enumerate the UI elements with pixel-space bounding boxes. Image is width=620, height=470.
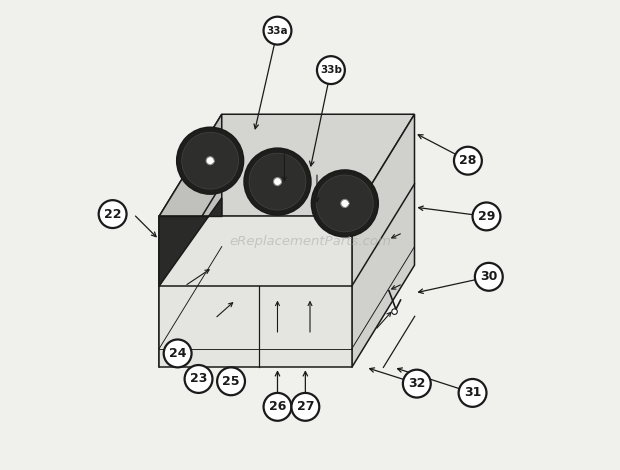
Circle shape [392, 309, 397, 314]
Text: 32: 32 [408, 377, 425, 390]
Circle shape [249, 153, 306, 210]
Circle shape [316, 175, 373, 232]
Circle shape [341, 199, 349, 207]
Circle shape [472, 203, 500, 230]
Text: 29: 29 [478, 210, 495, 223]
Text: eReplacementParts.com: eReplacementParts.com [229, 235, 391, 249]
Circle shape [264, 17, 291, 45]
Circle shape [244, 148, 311, 215]
Text: 30: 30 [480, 270, 497, 283]
Circle shape [403, 370, 431, 398]
Polygon shape [159, 216, 352, 368]
Text: 31: 31 [464, 386, 481, 400]
Text: 22: 22 [104, 208, 122, 220]
Circle shape [164, 339, 192, 368]
Circle shape [99, 200, 126, 228]
Text: 33b: 33b [320, 65, 342, 75]
Polygon shape [159, 198, 222, 286]
Text: 25: 25 [223, 375, 240, 388]
Circle shape [273, 178, 281, 186]
Polygon shape [159, 114, 415, 216]
Polygon shape [159, 114, 222, 368]
Text: 28: 28 [459, 154, 477, 167]
Circle shape [264, 393, 291, 421]
Text: 27: 27 [296, 400, 314, 413]
Circle shape [182, 132, 239, 189]
Circle shape [206, 157, 214, 164]
Circle shape [177, 127, 244, 194]
Circle shape [475, 263, 503, 291]
Circle shape [317, 56, 345, 84]
Text: 26: 26 [269, 400, 286, 413]
Circle shape [311, 170, 378, 237]
Text: 24: 24 [169, 347, 187, 360]
Polygon shape [352, 114, 415, 368]
Circle shape [454, 147, 482, 175]
Circle shape [459, 379, 487, 407]
Circle shape [217, 368, 245, 395]
Circle shape [291, 393, 319, 421]
Text: 33a: 33a [267, 26, 288, 36]
Circle shape [185, 365, 213, 393]
Text: 23: 23 [190, 373, 207, 385]
